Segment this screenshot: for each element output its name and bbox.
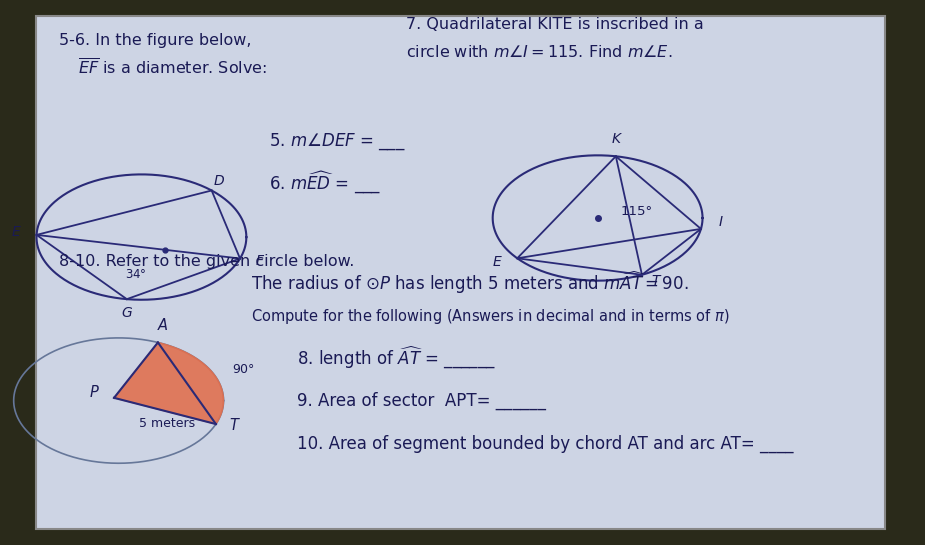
- Text: 8. length of $\widehat{AT}$ = ______: 8. length of $\widehat{AT}$ = ______: [297, 344, 496, 370]
- Text: $\overline{EF}$ is a diameter. Solve:: $\overline{EF}$ is a diameter. Solve:: [78, 58, 266, 78]
- Text: 5-6. In the figure below,: 5-6. In the figure below,: [59, 33, 252, 49]
- Text: 7. Quadrilateral KITE is inscribed in a: 7. Quadrilateral KITE is inscribed in a: [406, 17, 704, 32]
- Text: F: F: [256, 254, 265, 268]
- Text: 8-10. Refer to the given circle below.: 8-10. Refer to the given circle below.: [59, 254, 354, 269]
- Text: The radius of $\odot P$ has length 5 meters and $m\widehat{AT} = 90$.: The radius of $\odot P$ has length 5 met…: [251, 270, 688, 296]
- Text: 5 meters: 5 meters: [139, 417, 195, 431]
- Text: P: P: [90, 385, 98, 400]
- Text: 9. Area of sector  APT= ______: 9. Area of sector APT= ______: [297, 391, 546, 410]
- Text: T: T: [229, 417, 239, 433]
- Text: T: T: [651, 274, 660, 288]
- Text: 6. $m\widehat{ED}$ = ___: 6. $m\widehat{ED}$ = ___: [269, 169, 381, 196]
- Text: 10. Area of segment bounded by chord AT and arc AT= ____: 10. Area of segment bounded by chord AT …: [297, 435, 793, 453]
- Text: G: G: [121, 306, 132, 320]
- Text: K: K: [611, 132, 621, 146]
- Text: 5. $m\angle DEF$ = ___: 5. $m\angle DEF$ = ___: [269, 131, 406, 152]
- Polygon shape: [114, 342, 224, 424]
- Text: $90°$: $90°$: [232, 363, 255, 376]
- Text: D: D: [214, 174, 224, 187]
- Text: 115°: 115°: [621, 205, 652, 219]
- Text: E: E: [493, 256, 501, 269]
- Text: Compute for the following (Answers in decimal and in terms of $\pi$): Compute for the following (Answers in de…: [251, 307, 730, 325]
- Text: E: E: [12, 225, 21, 239]
- Text: A: A: [157, 318, 167, 334]
- FancyBboxPatch shape: [36, 16, 885, 529]
- Text: $34°$: $34°$: [125, 269, 147, 281]
- Text: circle with $m\angle I = 115$. Find $m\angle E$.: circle with $m\angle I = 115$. Find $m\a…: [406, 44, 672, 60]
- Text: I: I: [719, 215, 723, 229]
